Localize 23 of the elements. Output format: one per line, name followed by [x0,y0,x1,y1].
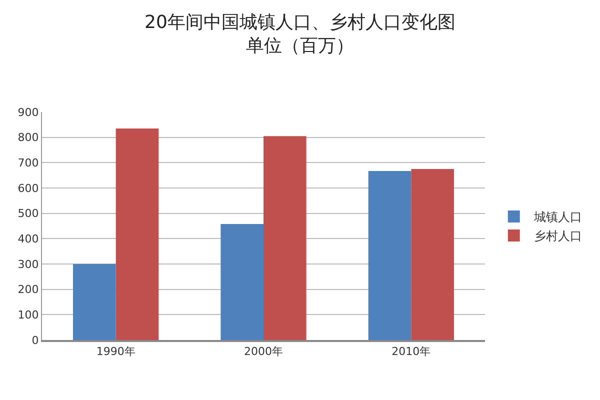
y-tick-label: 0 [32,334,39,347]
chart-title: 20年间中国城镇人口、乡村人口变化图 [144,12,456,33]
y-tick-label: 900 [18,106,39,119]
bar [264,136,306,340]
y-tick-label: 100 [18,308,39,322]
y-tick-label: 400 [18,232,39,246]
legend-label: 城镇人口 [532,210,582,224]
bar [220,224,264,340]
bar [73,264,116,340]
chart-subtitle: 单位（百万） [246,35,354,56]
x-tick-label: 1990年 [96,344,136,358]
bar [116,128,159,340]
x-tick-label: 2000年 [244,344,283,358]
bar [411,169,454,340]
bar [368,171,412,340]
y-tick-label: 300 [18,258,39,271]
y-tick-label: 600 [18,182,39,195]
y-tick-label: 800 [18,131,39,144]
x-tick-label: 2010年 [392,344,431,358]
y-tick-label: 200 [18,283,39,296]
y-tick-label: 700 [18,156,39,170]
y-tick-label: 500 [18,207,39,220]
legend-label: 乡村人口 [534,229,582,244]
